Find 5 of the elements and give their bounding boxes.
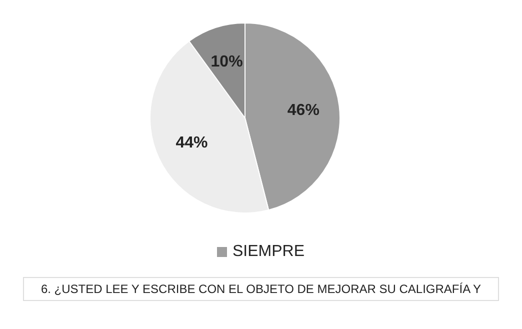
data-label: 44% (176, 134, 208, 152)
data-label: 10% (210, 53, 243, 70)
legend-label: SIEMPRE (232, 243, 304, 261)
text: 6. ¿USTED LEE Y ESCRIBE CON EL OBJETO DE MEJORAR SU CALIGRAFÍA Y (23, 277, 499, 301)
data-label: 46% (287, 102, 320, 120)
